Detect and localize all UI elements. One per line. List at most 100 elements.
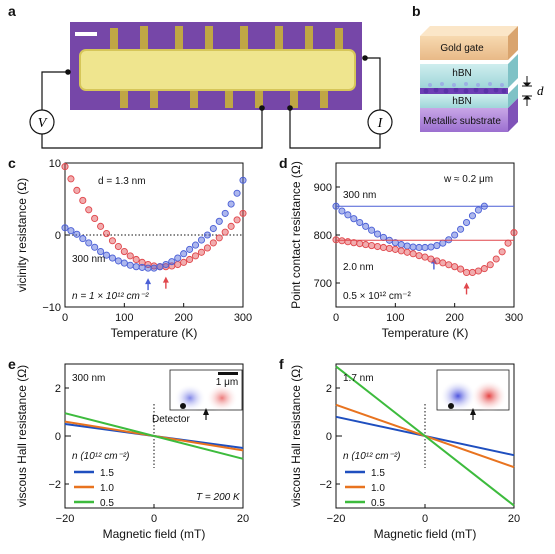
data-point	[85, 239, 93, 247]
d-label: d	[537, 83, 544, 98]
data-point	[174, 260, 182, 269]
data-point	[344, 238, 352, 246]
x-tick-label: −20	[327, 513, 346, 525]
x-tick-label: 0	[62, 312, 68, 324]
data-point	[120, 248, 128, 256]
chart-d: d 0 100 200 300 900 800 700 Temperature (K) Point…	[279, 155, 523, 340]
circuit-wiring	[41, 57, 381, 149]
data-point	[409, 250, 417, 258]
lower-hbn-layer	[420, 94, 508, 108]
data-point	[486, 261, 494, 269]
data-point	[138, 258, 146, 266]
x-tick-label: 20	[508, 513, 520, 525]
data-point	[203, 244, 211, 252]
data-point	[61, 163, 69, 171]
data-point	[197, 236, 206, 244]
inset-scale-label: 1 μm	[216, 377, 238, 388]
y-tick-label: 0	[55, 230, 61, 242]
data-point	[97, 222, 105, 230]
data-point	[373, 230, 382, 238]
data-point	[474, 206, 482, 214]
series-label-d13: d = 1.3 nm	[98, 176, 146, 187]
data-point	[215, 234, 223, 242]
data-point	[468, 268, 477, 276]
data-point	[227, 200, 235, 208]
data-point	[126, 261, 134, 269]
panel-label-c: c	[8, 155, 16, 171]
y-axis-label: Point contact resistance (Ω)	[289, 161, 303, 309]
data-point	[239, 176, 247, 184]
series-line-0.5	[335, 365, 515, 507]
current-source-label: I	[377, 116, 384, 131]
data-point	[457, 225, 465, 233]
panel-label-d: d	[279, 155, 288, 171]
panel-b: b Gold gate hBN hBN Metalli	[412, 3, 544, 132]
series-line-0.5	[64, 412, 244, 460]
y-tick-label: 2	[326, 383, 332, 395]
legend-label-1.0: 1.0	[371, 483, 385, 494]
scale-bar	[75, 32, 97, 36]
data-point	[180, 258, 188, 266]
data-point	[462, 268, 471, 276]
current-source-icon	[367, 109, 393, 135]
data-point	[114, 242, 122, 251]
data-point	[510, 229, 518, 237]
data-point	[462, 218, 471, 227]
data-point	[451, 263, 459, 271]
data-point	[138, 263, 146, 271]
x-tick-label: 100	[386, 312, 404, 324]
data-point	[67, 227, 75, 235]
metallic-substrate-layer	[420, 108, 508, 132]
data-point	[480, 202, 488, 210]
x-tick-label: 300	[234, 312, 252, 324]
data-point	[498, 248, 506, 256]
y-tick-label: 0	[55, 431, 61, 443]
voltmeter-label: V	[38, 116, 48, 131]
x-tick-label: 200	[445, 312, 463, 324]
legend-label-1.0: 1.0	[100, 483, 114, 494]
data-point	[421, 253, 429, 261]
data-point	[427, 255, 435, 263]
data-point	[373, 242, 382, 251]
data-point	[368, 242, 376, 250]
hall-bar	[80, 50, 355, 90]
x-tick-label: −20	[56, 513, 75, 525]
data-point	[61, 224, 69, 232]
data-point	[91, 214, 99, 222]
data-point	[108, 254, 117, 262]
series-label-300nm: 300 nm	[343, 190, 376, 201]
data-point	[415, 252, 423, 260]
layer-label-substrate: Metallic substrate	[423, 116, 501, 127]
y-tick-label: −10	[42, 302, 61, 314]
data-point	[73, 186, 81, 194]
data-point	[362, 241, 370, 249]
data-point	[67, 175, 75, 183]
x-axis-label: Magnetic field (mT)	[103, 527, 206, 541]
data-point	[227, 222, 235, 230]
data-point	[239, 209, 247, 217]
temperature-label: T = 200 K	[196, 492, 241, 503]
d-spacing-marker	[522, 76, 532, 106]
data-point	[409, 243, 417, 251]
data-point	[73, 230, 81, 238]
data-point	[120, 259, 128, 267]
legend-label-0.5: 0.5	[100, 498, 114, 509]
inset-scale-bar	[218, 372, 238, 375]
data-point	[91, 243, 99, 251]
data-point	[350, 215, 358, 223]
detector-dot	[180, 403, 186, 409]
data-point	[379, 243, 388, 252]
contact-leads	[110, 26, 343, 108]
panel-label-b: b	[412, 3, 421, 19]
data-point	[451, 231, 459, 239]
data-point	[233, 216, 241, 224]
data-point	[397, 247, 405, 255]
data-point	[350, 239, 358, 247]
y-axis-label: viscous Hall resistance (Ω)	[289, 365, 303, 507]
data-point	[368, 226, 376, 234]
gold-gate-layer	[420, 36, 508, 60]
data-point	[356, 240, 364, 248]
data-point	[356, 218, 364, 227]
